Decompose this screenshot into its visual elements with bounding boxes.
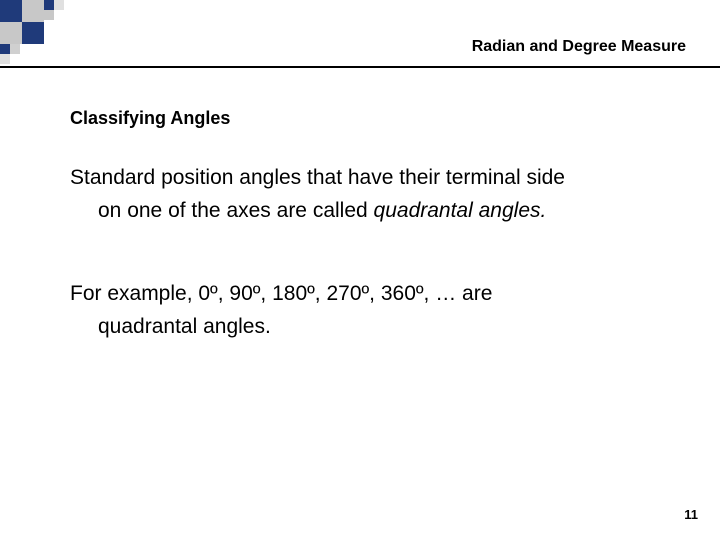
corner-decoration xyxy=(0,0,64,64)
header-title: Radian and Degree Measure xyxy=(472,38,686,56)
text-run: quadrantal angles. xyxy=(98,315,271,338)
deco-square xyxy=(0,22,22,44)
deco-square xyxy=(10,44,20,54)
subheading: Classifying Angles xyxy=(70,108,230,129)
deco-square xyxy=(0,44,10,54)
paragraph-1: Standard position angles that have their… xyxy=(70,162,670,227)
paragraph-2-line-2: quadrantal angles. xyxy=(70,311,670,344)
slide: Radian and Degree Measure Classifying An… xyxy=(0,0,720,540)
deco-square xyxy=(54,0,64,10)
paragraph-2: For example, 0º, 90º, 180º, 270º, 360º, … xyxy=(70,278,670,343)
deco-square xyxy=(22,0,44,22)
header-bar: Radian and Degree Measure xyxy=(0,0,720,68)
deco-square xyxy=(44,0,54,10)
italic-text: quadrantal angles. xyxy=(374,199,547,222)
paragraph-1-line-2: on one of the axes are called quadrantal… xyxy=(70,195,670,228)
text-run: on one of the axes are called xyxy=(98,199,374,222)
deco-square xyxy=(44,10,54,20)
deco-square xyxy=(0,0,22,22)
paragraph-2-line-1: For example, 0º, 90º, 180º, 270º, 360º, … xyxy=(70,278,670,311)
deco-square xyxy=(22,22,44,44)
paragraph-1-line-1: Standard position angles that have their… xyxy=(70,162,670,195)
page-number: 11 xyxy=(684,507,698,522)
deco-square xyxy=(0,54,10,64)
